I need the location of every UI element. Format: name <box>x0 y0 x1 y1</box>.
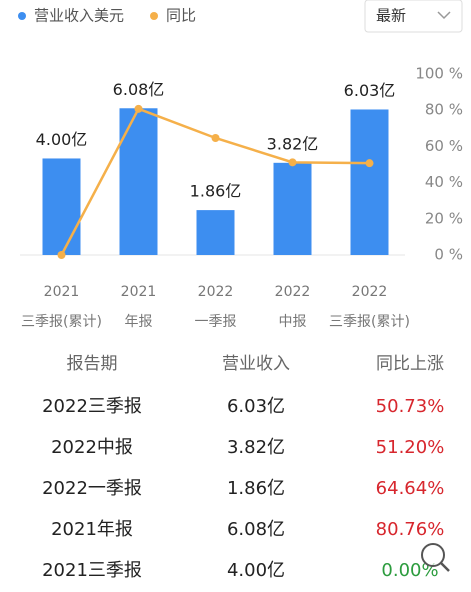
x-tick-label: 三季报(累计) <box>21 314 102 330</box>
x-tick-label: 一季报 <box>195 314 237 330</box>
bar <box>42 158 81 255</box>
x-tick-label: 2022 <box>198 284 234 300</box>
search-handle <box>440 562 450 572</box>
point <box>134 104 143 113</box>
value-label: 3.82亿 <box>267 134 319 153</box>
x-tick-label: 2022 <box>275 284 311 300</box>
dropdown-label: 最新 <box>376 7 406 25</box>
point <box>288 158 297 167</box>
dropdown-arrow <box>437 11 451 20</box>
search-button[interactable] <box>421 543 450 572</box>
point <box>365 159 374 168</box>
bar <box>350 109 389 255</box>
legend-marker <box>150 12 159 20</box>
table-cell: 2021三季报 <box>42 560 142 581</box>
bar <box>196 210 235 255</box>
table-cell: 2022三季报 <box>42 396 142 417</box>
table-header: 同比上涨 <box>376 354 444 374</box>
y2-tick-label: 20 % <box>425 209 463 227</box>
x-tick-label: 2021 <box>44 284 80 300</box>
x-tick-label: 2022 <box>352 284 388 300</box>
value-label: 6.03亿 <box>344 81 396 100</box>
y2-tick-label: 100 % <box>415 65 463 83</box>
table-header: 报告期 <box>67 354 118 374</box>
value-label: 4.00亿 <box>36 130 88 149</box>
value-label: 6.08亿 <box>113 80 165 99</box>
y2-tick-label: 40 % <box>425 173 463 191</box>
x-tick-label: 2021 <box>121 284 157 300</box>
table-header: 营业收入 <box>222 354 290 374</box>
legend-label: 营业收入美元 <box>34 7 124 25</box>
value-label: 1.86亿 <box>190 182 242 201</box>
table-cell: 4.00亿 <box>227 560 285 581</box>
legend-label: 同比 <box>166 7 196 25</box>
y2-tick-label: 0 % <box>434 246 463 264</box>
bar <box>273 162 312 255</box>
bar <box>119 108 158 255</box>
x-tick-label: 三季报(累计) <box>329 314 410 330</box>
table-cell: 6.03亿 <box>227 396 285 417</box>
table-cell: 2021年报 <box>51 519 133 540</box>
table-cell: 2022中报 <box>51 437 133 458</box>
point <box>57 251 66 259</box>
point <box>211 134 220 143</box>
table-cell: 2022一季报 <box>42 478 142 499</box>
y2-tick-label: 60 % <box>425 137 463 155</box>
table-cell: 1.86亿 <box>227 478 285 499</box>
table-cell: 6.08亿 <box>227 519 285 540</box>
x-tick-label: 中报 <box>279 314 307 330</box>
table-cell: 64.64% <box>376 478 445 499</box>
table-cell: 3.82亿 <box>227 437 285 458</box>
table-cell: 80.76% <box>376 519 445 540</box>
dropdown[interactable] <box>364 0 463 33</box>
legend-marker <box>18 12 26 20</box>
table-cell: 50.73% <box>376 396 445 417</box>
search-icon <box>421 543 445 567</box>
x-tick-label: 年报 <box>125 314 153 330</box>
table-cell: 0.00% <box>381 560 438 581</box>
table-cell: 51.20% <box>376 437 445 458</box>
y2-tick-label: 80 % <box>425 101 463 119</box>
